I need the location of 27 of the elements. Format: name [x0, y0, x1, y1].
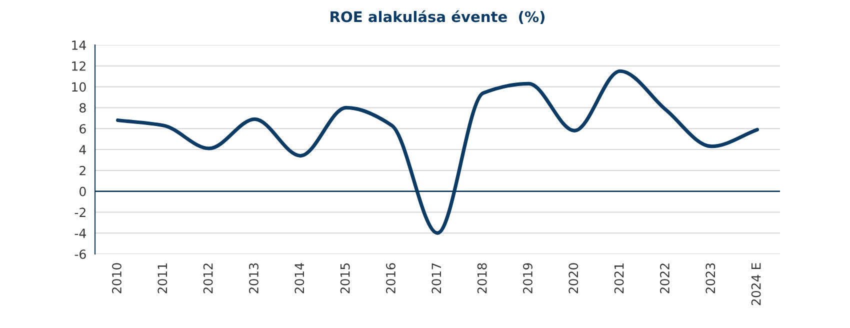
y-tick-label: 10: [72, 82, 86, 92]
x-tick-label: 2020: [568, 263, 578, 294]
y-tick-label: 6: [80, 124, 86, 134]
y-tick-label: -6: [74, 249, 86, 259]
x-tick-label: 2019: [523, 263, 532, 294]
x-tick-label: 2023: [706, 263, 716, 294]
y-tick-label: 14: [72, 40, 86, 50]
y-tick-label: 8: [80, 103, 86, 113]
x-tick-label: 2022: [660, 264, 670, 294]
x-tick-label: 2013: [249, 263, 258, 294]
x-tick-label: 2011: [158, 263, 168, 294]
x-tick-label: 2024 E: [751, 263, 761, 306]
x-tick-label: 2014: [294, 263, 304, 294]
x-tick-label: 2018: [477, 263, 487, 294]
x-tick-label: 2015: [340, 263, 350, 294]
x-tick-label: 2010: [112, 263, 122, 294]
y-tick-label: 12: [72, 61, 86, 71]
y-tick-label: -2: [74, 208, 86, 217]
x-tick-label: 2012: [203, 264, 213, 294]
x-tick-label: 2016: [386, 263, 396, 294]
chart-title: ROE alakulása évente (%): [330, 10, 544, 24]
y-tick-label: 0: [80, 186, 86, 196]
y-tick-label: 4: [79, 145, 86, 154]
y-tick-label: 2: [80, 166, 86, 176]
x-tick-label: 2021: [614, 263, 624, 294]
y-tick-label: -4: [74, 228, 86, 238]
x-tick-label: 2017: [432, 263, 442, 294]
